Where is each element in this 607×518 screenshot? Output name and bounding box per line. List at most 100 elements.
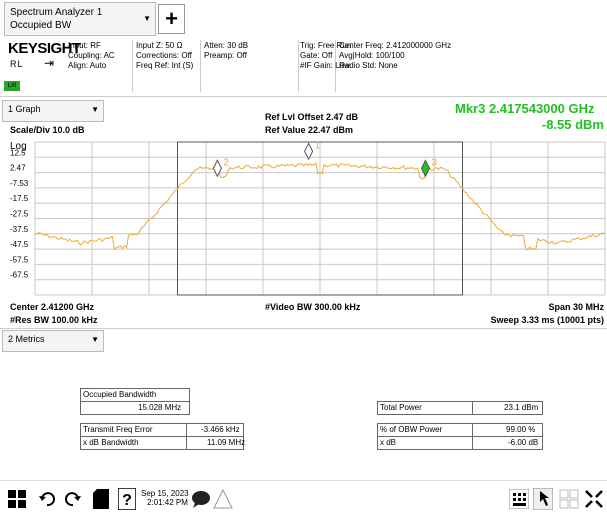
redo-icon[interactable] [62, 487, 84, 511]
divider [0, 328, 607, 329]
coupling-setting: Coupling: AC [68, 51, 115, 60]
freq-column[interactable]: Center Freq: 2.412000000 GHz Avg|Hold: 1… [339, 41, 451, 71]
y-tick-label: 2.47 [10, 164, 26, 173]
divider [472, 423, 473, 450]
divider [200, 40, 201, 92]
res-bw-label: #Res BW 100.00 kHz [10, 315, 98, 325]
y-tick-label: -37.5 [10, 225, 29, 234]
marker-frequency-readout: Mkr3 2.417543000 GHz [455, 101, 595, 116]
atten-setting: Atten: 30 dB [204, 41, 249, 50]
keypad-icon[interactable] [508, 487, 530, 511]
obw-value: 15.028 MHz [138, 403, 182, 412]
y-tick-label: -57.5 [10, 255, 29, 264]
xdb-bandwidth-value: 11.09 MHz [207, 438, 246, 447]
warning-icon[interactable] [212, 487, 234, 511]
metrics-selector-label: 2 Metrics [8, 334, 45, 344]
y-tick-label: 12.5 [10, 148, 26, 157]
video-bw-label: #Video BW 300.00 kHz [265, 302, 361, 312]
trig-setting: Trig: Free Run [300, 41, 352, 50]
settings-panel [4, 37, 607, 93]
date-text: Sep 15, 2023 [141, 489, 189, 498]
rf-input-arrow-icon: ⇥ [44, 56, 55, 70]
brand-logo: KEYSIGHT [8, 40, 81, 57]
input-z-column[interactable]: Input Z: 50 Ω Corrections: Off Freq Ref:… [136, 41, 193, 71]
divider [298, 40, 299, 92]
add-screen-button[interactable]: + [158, 4, 185, 34]
metrics-layout-selector[interactable]: 2 Metrics ▼ [2, 330, 104, 352]
mode-selector[interactable]: Spectrum Analyzer 1 Occupied BW ▼ [4, 2, 156, 36]
mode-name: Spectrum Analyzer 1 [10, 7, 103, 18]
avg-hold-setting: Avg|Hold: 100/100 [339, 51, 405, 60]
fullscreen-icon[interactable] [583, 487, 605, 511]
xdb-value: -6.00 dB [508, 438, 539, 447]
y-tick-label: -47.5 [10, 240, 29, 249]
preamp-setting: Preamp: Off [204, 51, 247, 60]
obw-percent-value: 99.00 % [506, 425, 536, 434]
divider [80, 436, 244, 437]
y-tick-label: -27.5 [10, 210, 29, 219]
marker-number-label: 2 [223, 157, 229, 168]
file-icon[interactable] [90, 487, 112, 511]
undo-icon[interactable] [36, 487, 58, 511]
marker-level-readout: -8.55 dBm [541, 117, 604, 132]
span-label: Span 30 MHz [548, 302, 604, 312]
corrections-setting: Corrections: Off [136, 51, 192, 60]
sweep-label: Sweep 3.33 ms (10001 pts) [490, 315, 604, 325]
atten-column[interactable]: Atten: 30 dB Preamp: Off [204, 41, 248, 61]
divider [335, 40, 336, 92]
total-power-box [377, 401, 543, 415]
divider [472, 401, 473, 415]
spectrum-trace [34, 162, 606, 251]
dropdown-arrow-icon: ▼ [91, 105, 99, 114]
touch-pointer-icon[interactable] [532, 487, 554, 511]
input-z-setting: Input Z: 50 Ω [136, 41, 183, 50]
align-setting: Align: Auto [68, 61, 107, 70]
marker-number-label: 3 [431, 157, 437, 168]
transmit-freq-error-label: Transmit Freq Error [83, 425, 153, 434]
y-tick-label: -7.53 [10, 179, 29, 188]
lxi-badge: LXI [4, 81, 20, 91]
transmit-freq-error-value: -3.466 kHz [201, 425, 240, 434]
svg-text:?: ? [122, 492, 132, 509]
dropdown-arrow-icon: ▼ [143, 14, 151, 23]
divider [132, 40, 133, 92]
measurement-name: Occupied BW [10, 20, 72, 31]
graph-selector-label: 1 Graph [8, 104, 41, 114]
total-power-value: 23.1 dBm [504, 403, 539, 412]
windows-start-icon[interactable] [6, 487, 28, 511]
obw-region-box [177, 141, 463, 296]
input-settings-column[interactable]: Input: RF Coupling: AC Align: Auto [68, 41, 115, 71]
xdb-label: x dB [380, 438, 397, 447]
radio-std-setting: Radio Std: None [339, 61, 398, 70]
trigger-column[interactable]: Trig: Free Run Gate: Off #IF Gain: Low [300, 41, 351, 71]
dropdown-arrow-icon: ▼ [91, 335, 99, 344]
help-icon[interactable]: ? [116, 487, 138, 511]
if-gain-setting: #IF Gain: Low [300, 61, 350, 70]
total-power-label: Total Power [380, 403, 422, 412]
chat-bubble-icon[interactable] [190, 487, 212, 511]
y-tick-label: -67.5 [10, 271, 29, 280]
divider [186, 423, 187, 450]
obw-label: Occupied Bandwidth [83, 390, 157, 399]
divider [80, 401, 190, 402]
center-freq-setting: Center Freq: 2.412000000 GHz [339, 41, 452, 50]
marker-number-label: 1 [315, 140, 321, 151]
marker-diamond-icon[interactable] [304, 142, 314, 161]
rl-indicator: RL [10, 59, 24, 69]
ref-value-label: Ref Value 22.47 dBm [265, 125, 354, 135]
time-text: 2:01:42 PM [147, 498, 188, 507]
freq-ref-setting: Freq Ref: Int (S) [136, 61, 194, 70]
ref-offset-label: Ref Lvl Offset 2.47 dB [265, 112, 359, 122]
input-setting: Input: RF [68, 41, 101, 50]
grid-view-icon[interactable] [558, 487, 580, 511]
gate-setting: Gate: Off [300, 51, 333, 60]
scale-div-label: Scale/Div 10.0 dB [10, 125, 85, 135]
clock: Sep 15, 2023 2:01:42 PM [141, 489, 189, 507]
graph-layout-selector[interactable]: 1 Graph ▼ [2, 100, 104, 122]
divider [377, 436, 543, 437]
marker-diamond-icon[interactable] [420, 159, 431, 178]
xdb-bandwidth-label: x dB Bandwidth [83, 438, 139, 447]
marker-diamond-icon[interactable] [212, 159, 222, 178]
center-freq-label: Center 2.41200 GHz [10, 302, 95, 312]
